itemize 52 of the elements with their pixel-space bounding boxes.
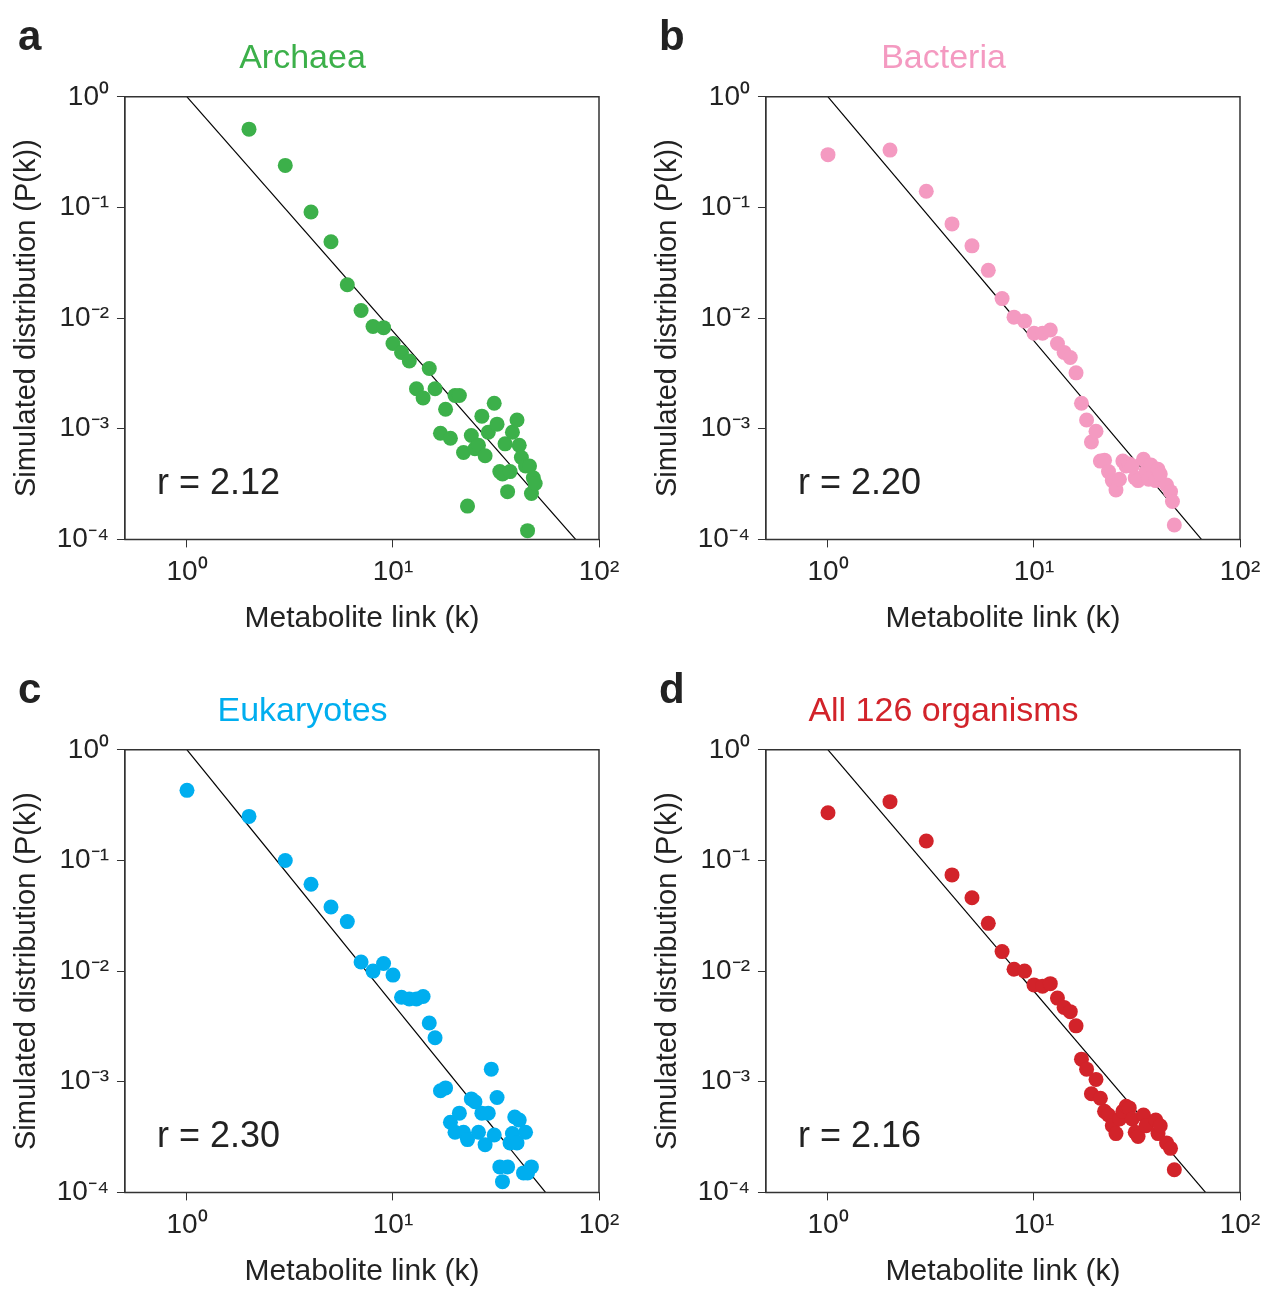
y-tick-label: 10⁻³ [59,1064,109,1096]
y-tick-label: 10⁻⁴ [697,522,750,554]
x-axis-title: Metabolite link (k) [244,600,480,634]
y-axis-title: Simulated distribution (P(k)) [650,139,683,497]
x-tick-label: 10⁰ [166,1207,208,1239]
text: b [659,12,685,59]
x-tick-label: 10⁰ [807,554,849,586]
chart-title: All 126 organisms [808,689,1079,728]
y-tick-label: 10⁰ [67,732,109,764]
y-tick-label: 10⁻⁴ [56,522,109,554]
x-tick-label: 10¹ [372,1207,414,1239]
y-tick-label: 10⁰ [708,732,750,764]
y-tick-label: 10⁻¹ [700,843,750,875]
y-tick-label: 10⁻³ [59,411,109,443]
y-tick-label: 10⁰ [708,79,750,111]
annotation: r = 2.12 [156,461,281,503]
y-tick-label: 10⁻¹ [59,190,109,222]
y-axis-title: Simulated distribution (P(k)) [650,792,683,1150]
y-tick-label: 10⁻³ [700,411,750,443]
y-axis-title: Simulated distribution (P(k)) [9,792,42,1150]
y-tick-label: 10⁻² [59,300,109,332]
y-tick-label: 10⁻² [700,300,750,332]
y-tick-label: 10⁻³ [700,1064,750,1096]
y-tick-label: 10⁻⁴ [697,1175,750,1207]
x-tick-label: 10² [1219,554,1261,586]
annotation: r = 2.20 [797,461,922,503]
x-axis-title: Metabolite link (k) [244,1253,480,1287]
y-tick-label: 10⁻² [700,953,750,985]
y-tick-label: 10⁻¹ [59,843,109,875]
y-tick-label: 10⁰ [67,79,109,111]
y-axis-title: Simulated distribution (P(k)) [9,139,42,497]
x-tick-label: 10² [578,554,620,586]
x-axis-title: Metabolite link (k) [885,600,1121,634]
text: c [18,665,42,712]
x-tick-label: 10¹ [1013,1207,1055,1239]
text: a [18,12,42,59]
annotation: r = 2.16 [797,1114,922,1156]
x-tick-label: 10⁰ [166,554,208,586]
x-tick-label: 10⁰ [807,1207,849,1239]
x-tick-label: 10¹ [372,554,414,586]
x-tick-label: 10¹ [1013,554,1055,586]
chart-title: Eukaryotes [217,689,388,728]
y-tick-label: 10⁻⁴ [56,1175,109,1207]
chart-title: Bacteria [881,36,1006,75]
y-tick-label: 10⁻¹ [700,190,750,222]
x-axis-title: Metabolite link (k) [885,1253,1121,1287]
text: d [659,665,685,712]
chart-title: Archaea [239,36,366,75]
annotation: r = 2.30 [156,1114,281,1156]
x-tick-label: 10² [1219,1207,1261,1239]
y-tick-label: 10⁻² [59,953,109,985]
x-tick-label: 10² [578,1207,620,1239]
